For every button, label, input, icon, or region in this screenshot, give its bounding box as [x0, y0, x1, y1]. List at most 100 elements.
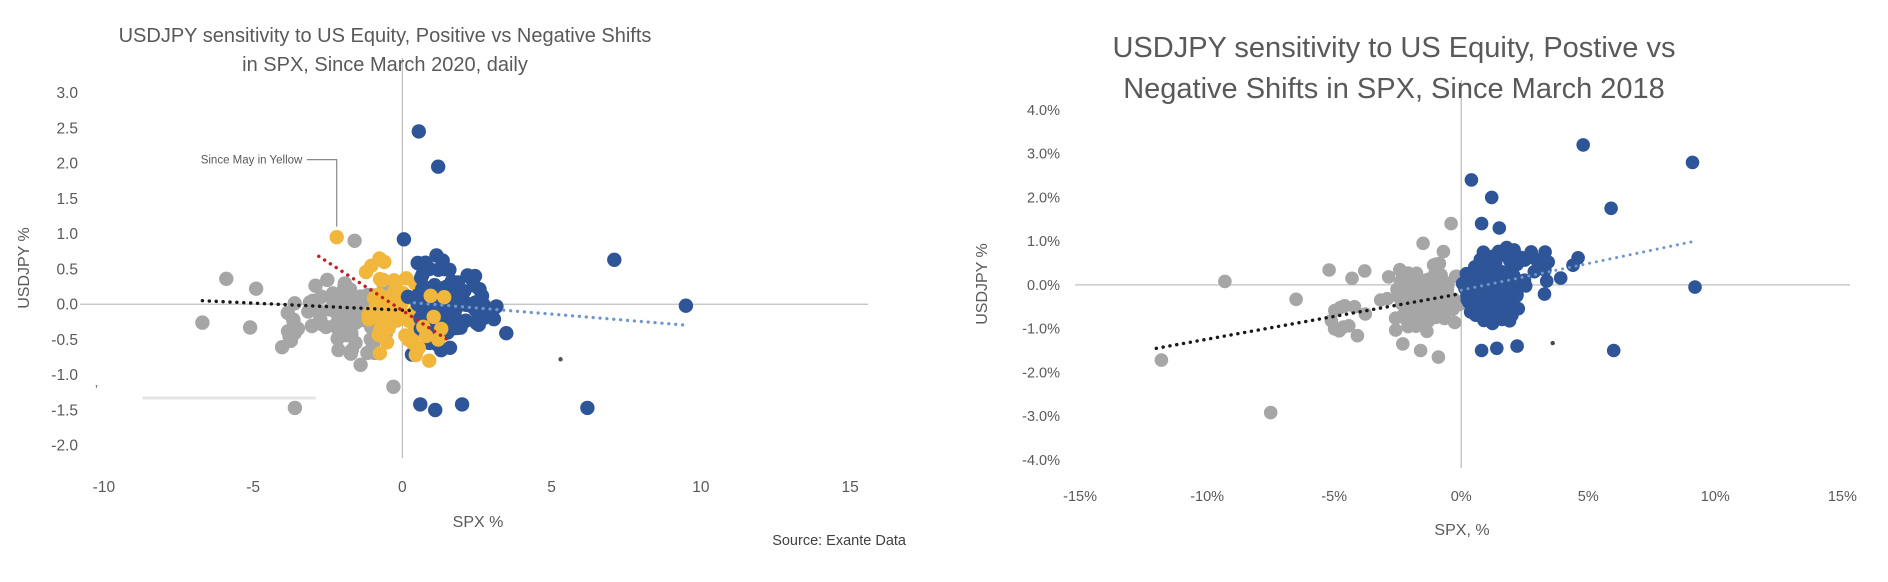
data-point — [1444, 216, 1458, 231]
x-tick-label: 15 — [841, 479, 858, 496]
data-point — [442, 262, 457, 277]
data-point — [329, 230, 344, 245]
y-axis-label: USDJPY % — [16, 227, 33, 309]
data-point — [1571, 250, 1585, 265]
y-tick-label: 0.5 — [56, 261, 78, 278]
data-point — [1474, 343, 1489, 358]
data-point — [1464, 173, 1479, 187]
data-point — [1466, 296, 1481, 311]
title-line-1: USDJPY sensitivity to US Equity, Positiv… — [118, 25, 652, 47]
data-point — [411, 124, 426, 139]
tick-labels: -15% -10% -5% 0% 5% 10% 15% 4.0% 3.0% 2.0% 1.0% 0.0… — [1022, 103, 1857, 505]
data-point — [467, 268, 483, 284]
x-tick-label: 0 — [398, 479, 407, 496]
y-tick-label: -2.0% — [1022, 365, 1060, 381]
data-point — [1468, 308, 1483, 323]
data-point — [678, 298, 694, 313]
data-point — [1474, 216, 1489, 231]
data-point — [1455, 276, 1470, 291]
data-point — [1553, 271, 1568, 285]
data-point — [1539, 274, 1554, 288]
data-point — [1495, 265, 1510, 279]
data-point — [1391, 289, 1405, 304]
data-point — [450, 275, 466, 290]
y-axis-label: USDJPY % — [974, 243, 991, 325]
data-point — [1688, 280, 1702, 294]
data-point — [607, 252, 622, 267]
source-credit: Source: Exante Data — [772, 533, 906, 549]
data-point — [428, 402, 443, 418]
data-point — [1434, 268, 1448, 282]
title-line-1: USDJPY sensitivity to US Equity, Postive… — [1112, 32, 1676, 64]
data-point — [242, 320, 258, 335]
y-tick-label: 0.0% — [1027, 278, 1060, 294]
data-point — [389, 313, 404, 328]
data-point — [1154, 353, 1169, 367]
data-point — [386, 379, 401, 394]
data-point — [1576, 138, 1590, 152]
data-point — [1502, 253, 1517, 268]
data-point — [431, 159, 446, 174]
data-point — [344, 343, 359, 358]
data-point — [1347, 300, 1362, 314]
tick-labels: -10 -5 0 5 10 15 3.0 2.5 2.0 1.5 1.0 0.5 0.0 -0.5 -1.0… — [51, 85, 858, 496]
title-line-2: in SPX, Since March 2020, daily — [242, 54, 528, 76]
series-negative-spx-days — [1154, 216, 1467, 420]
data-point — [426, 309, 441, 325]
data-point — [1491, 244, 1506, 259]
data-point — [422, 353, 437, 368]
data-point — [1441, 278, 1455, 293]
data-point — [1447, 315, 1462, 330]
data-point — [472, 282, 487, 297]
data-point — [1218, 274, 1232, 289]
y-tick-label: 2.5 — [56, 120, 78, 137]
data-point — [434, 321, 449, 337]
data-point — [361, 307, 376, 322]
data-point — [287, 325, 302, 341]
trendline-positive-days-fit — [1459, 239, 1697, 292]
x-tick-label: -15% — [1063, 489, 1097, 505]
y-tick-label: 2.0% — [1027, 190, 1060, 206]
data-point — [1483, 272, 1497, 287]
x-tick-label: -10% — [1190, 489, 1224, 505]
data-point — [345, 306, 360, 322]
data-point — [287, 296, 302, 311]
trendline-negative-days-fit — [200, 299, 414, 313]
data-point — [1518, 279, 1533, 293]
data-point — [1606, 343, 1621, 358]
x-tick-label: 5 — [547, 479, 556, 496]
data-point — [1289, 292, 1303, 307]
data-point — [286, 312, 301, 327]
data-point — [1381, 270, 1396, 284]
data-point — [1350, 328, 1365, 343]
x-tick-label: -10 — [93, 479, 116, 496]
data-point — [1332, 324, 1347, 338]
data-point — [366, 291, 382, 306]
data-point — [1505, 308, 1519, 323]
data-point — [1429, 257, 1443, 272]
data-point — [1469, 285, 1484, 299]
data-point — [219, 271, 234, 286]
data-point — [442, 340, 458, 355]
data-point — [1413, 343, 1428, 358]
data-point — [1416, 236, 1430, 251]
data-point — [1431, 350, 1446, 364]
annotation-leader-line — [306, 159, 338, 227]
data-point — [305, 293, 321, 308]
data-point — [1345, 271, 1359, 286]
y-tick-label: 1.0% — [1027, 234, 1060, 250]
data-point — [408, 347, 423, 363]
y-tick-label: 0.0 — [56, 297, 78, 314]
series-positive-spx-days — [396, 124, 694, 418]
scatter-plot-2018: -15% -10% -5% 0% 5% 10% 15% 4.0% 3.0% 2.0% 1.0% 0.0… — [1022, 80, 1857, 505]
data-point — [1492, 221, 1507, 235]
data-point — [1388, 311, 1403, 326]
data-point — [1527, 264, 1542, 279]
data-point — [364, 258, 379, 273]
y-tick-label: 3.0% — [1027, 147, 1060, 163]
title-line-2: Negative Shifts in SPX, Since March 2018 — [1123, 73, 1665, 105]
data-point — [287, 400, 303, 416]
chart-title: USDJPY sensitivity to US Equity, Postive… — [944, 28, 1844, 110]
x-tick-label: 10 — [692, 479, 710, 496]
